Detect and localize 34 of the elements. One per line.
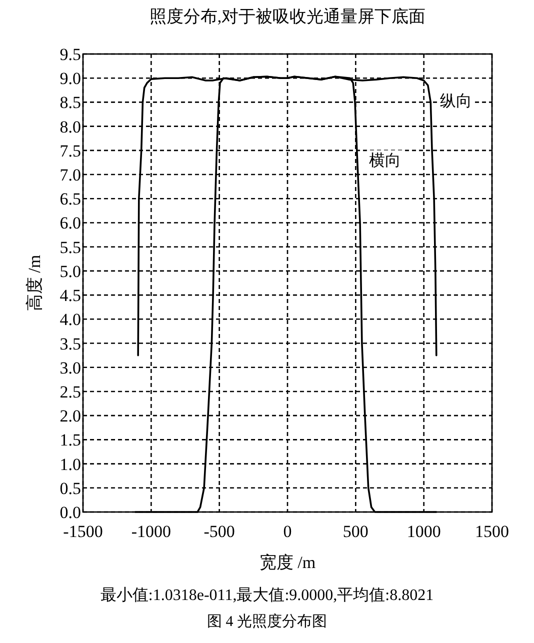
y-tick-label: 1.5 [60,430,81,450]
x-tick-label: -1500 [63,522,103,541]
text: 最小值:1.0318e-011,最大值:9.0000,平均值:8.8021 [100,586,434,604]
series-label: 横向 [368,151,401,170]
y-tick-label: 5.5 [60,238,81,257]
series-label: 纵向 [440,92,472,110]
y-tick-label: 0.5 [60,478,81,498]
y-tick-label: 6.0 [60,214,81,233]
y-tick-label: 9.5 [60,45,81,64]
y-tick-label: 1.0 [60,454,81,474]
x-axis-title: 宽度 /m [259,553,316,572]
y-tick-label: 3.0 [60,358,81,378]
y-tick-label: 6.5 [60,190,81,209]
x-tick-label: 500 [342,522,368,541]
x-tick-label: 0 [283,522,292,541]
y-tick-label: 9.0 [60,69,81,88]
y-tick-label: 3.5 [60,334,81,354]
x-tick-label: -1000 [131,522,172,541]
y-tick-label: 2.5 [60,382,81,402]
chart-title: 照度分布,对于被吸收光通量屏下底面 [149,7,426,26]
y-tick-label: 2.0 [60,406,81,426]
y-tick-label: 7.5 [60,141,81,160]
y-axis-title: 高度 /m [25,254,44,312]
y-tick-label: 8.0 [60,117,81,136]
y-tick-label: 5.0 [60,262,81,281]
x-tick-label: -500 [204,522,235,541]
y-tick-label: 4.0 [60,310,81,330]
x-tick-label: 1000 [406,522,441,541]
y-tick-label: 4.5 [60,286,81,306]
x-tick-label: 1500 [475,522,509,541]
y-tick-label: 0.0 [60,503,81,522]
caption: 图 4 光照度分布图 [207,613,327,630]
y-tick-label: 7.0 [60,166,81,185]
y-tick-label: 8.5 [60,93,81,112]
